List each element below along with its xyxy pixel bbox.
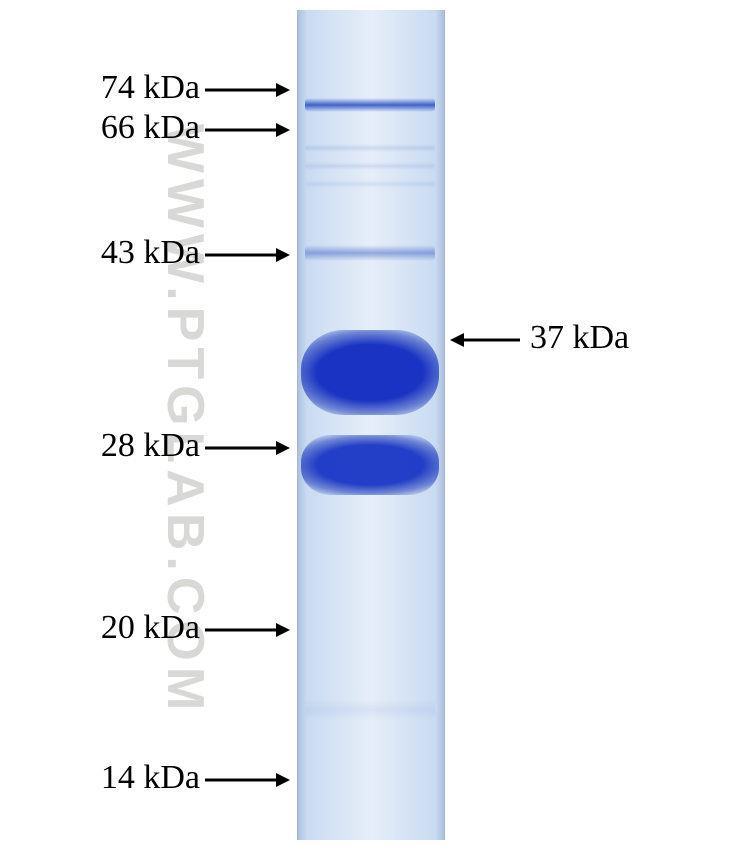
marker-arrow	[203, 75, 292, 105]
target-label: 37 kDa	[530, 319, 629, 357]
marker-label: 74 kDa	[101, 69, 200, 107]
marker-arrow	[203, 240, 292, 270]
band	[305, 98, 435, 112]
target-arrow	[448, 325, 522, 355]
marker-label: 43 kDa	[101, 234, 200, 272]
marker-label: 66 kDa	[101, 109, 200, 147]
marker-arrow	[203, 433, 292, 463]
band	[305, 245, 435, 261]
marker-arrow	[203, 615, 292, 645]
band	[305, 180, 435, 188]
band	[301, 435, 439, 495]
band	[305, 162, 435, 170]
marker-arrow	[203, 765, 292, 795]
band	[305, 700, 435, 720]
marker-arrow	[203, 115, 292, 145]
band	[305, 144, 435, 152]
gel-figure: WWW.PTGLAB.COM 74 kDa66 kDa43 kDa28 kDa2…	[0, 0, 740, 850]
band	[301, 330, 439, 415]
marker-label: 28 kDa	[101, 427, 200, 465]
marker-label: 20 kDa	[101, 609, 200, 647]
marker-label: 14 kDa	[101, 759, 200, 797]
